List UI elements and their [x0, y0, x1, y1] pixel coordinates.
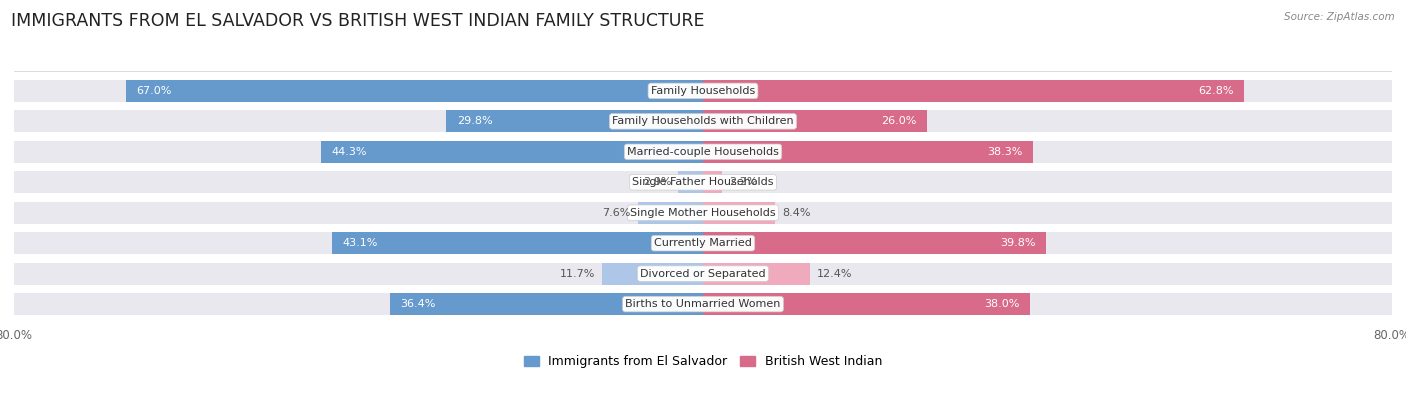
Bar: [678, 171, 703, 193]
Text: 36.4%: 36.4%: [399, 299, 436, 309]
Text: 8.4%: 8.4%: [782, 208, 811, 218]
Text: 2.9%: 2.9%: [643, 177, 671, 187]
Text: Family Households with Children: Family Households with Children: [612, 117, 794, 126]
Bar: [14, 80, 1392, 102]
Bar: [637, 202, 703, 224]
Text: 43.1%: 43.1%: [342, 238, 378, 248]
Bar: [14, 141, 1392, 163]
Bar: [703, 141, 1033, 163]
Bar: [703, 263, 810, 285]
Text: 44.3%: 44.3%: [332, 147, 367, 157]
Legend: Immigrants from El Salvador, British West Indian: Immigrants from El Salvador, British Wes…: [519, 350, 887, 373]
Bar: [14, 232, 1392, 254]
Text: Family Households: Family Households: [651, 86, 755, 96]
Bar: [446, 110, 703, 132]
Bar: [14, 202, 1392, 224]
Text: 2.2%: 2.2%: [728, 177, 758, 187]
Bar: [14, 110, 1392, 132]
Text: 7.6%: 7.6%: [602, 208, 631, 218]
Text: 12.4%: 12.4%: [817, 269, 852, 278]
Bar: [703, 171, 721, 193]
Text: 67.0%: 67.0%: [136, 86, 172, 96]
Bar: [14, 263, 1392, 285]
Bar: [703, 110, 927, 132]
Bar: [703, 80, 1244, 102]
Bar: [127, 80, 703, 102]
Text: 38.3%: 38.3%: [987, 147, 1022, 157]
Bar: [389, 293, 703, 315]
Bar: [332, 232, 703, 254]
Text: Births to Unmarried Women: Births to Unmarried Women: [626, 299, 780, 309]
Text: Source: ZipAtlas.com: Source: ZipAtlas.com: [1284, 12, 1395, 22]
Bar: [703, 232, 1046, 254]
Text: 29.8%: 29.8%: [457, 117, 492, 126]
Text: 11.7%: 11.7%: [560, 269, 595, 278]
Bar: [14, 171, 1392, 193]
Text: 38.0%: 38.0%: [984, 299, 1019, 309]
Text: Currently Married: Currently Married: [654, 238, 752, 248]
Text: Single Mother Households: Single Mother Households: [630, 208, 776, 218]
Text: Married-couple Households: Married-couple Households: [627, 147, 779, 157]
Text: 26.0%: 26.0%: [882, 117, 917, 126]
Bar: [602, 263, 703, 285]
Bar: [322, 141, 703, 163]
Text: 62.8%: 62.8%: [1198, 86, 1233, 96]
Text: Divorced or Separated: Divorced or Separated: [640, 269, 766, 278]
Text: 39.8%: 39.8%: [1000, 238, 1035, 248]
Bar: [703, 202, 775, 224]
Text: Single Father Households: Single Father Households: [633, 177, 773, 187]
Bar: [703, 293, 1031, 315]
Bar: [14, 293, 1392, 315]
Text: IMMIGRANTS FROM EL SALVADOR VS BRITISH WEST INDIAN FAMILY STRUCTURE: IMMIGRANTS FROM EL SALVADOR VS BRITISH W…: [11, 12, 704, 30]
